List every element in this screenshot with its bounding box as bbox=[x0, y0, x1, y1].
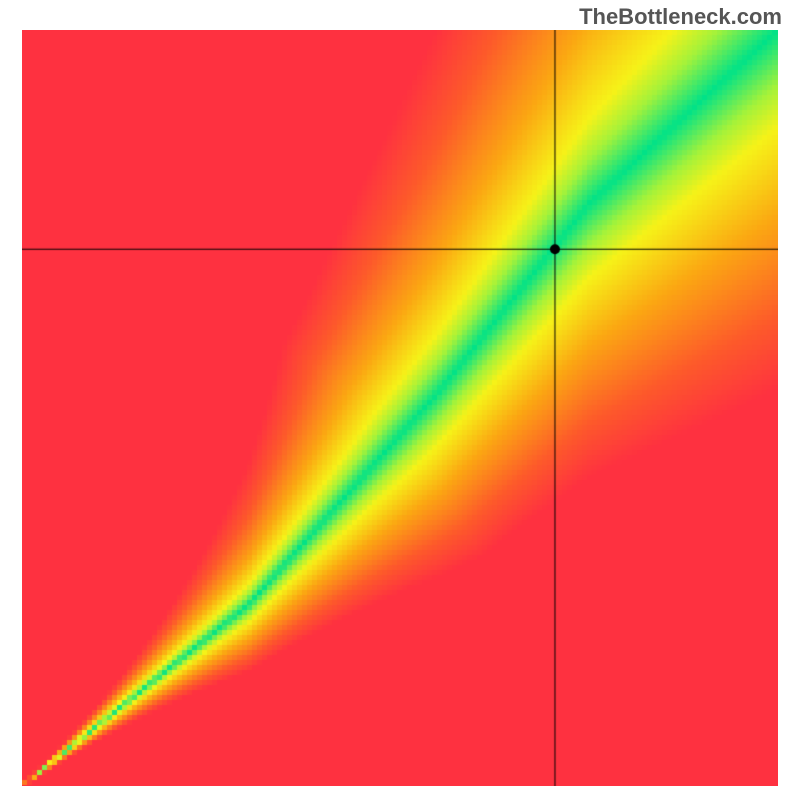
watermark-text: TheBottleneck.com bbox=[579, 4, 782, 30]
heatmap-plot bbox=[22, 30, 778, 786]
heatmap-canvas bbox=[22, 30, 778, 786]
